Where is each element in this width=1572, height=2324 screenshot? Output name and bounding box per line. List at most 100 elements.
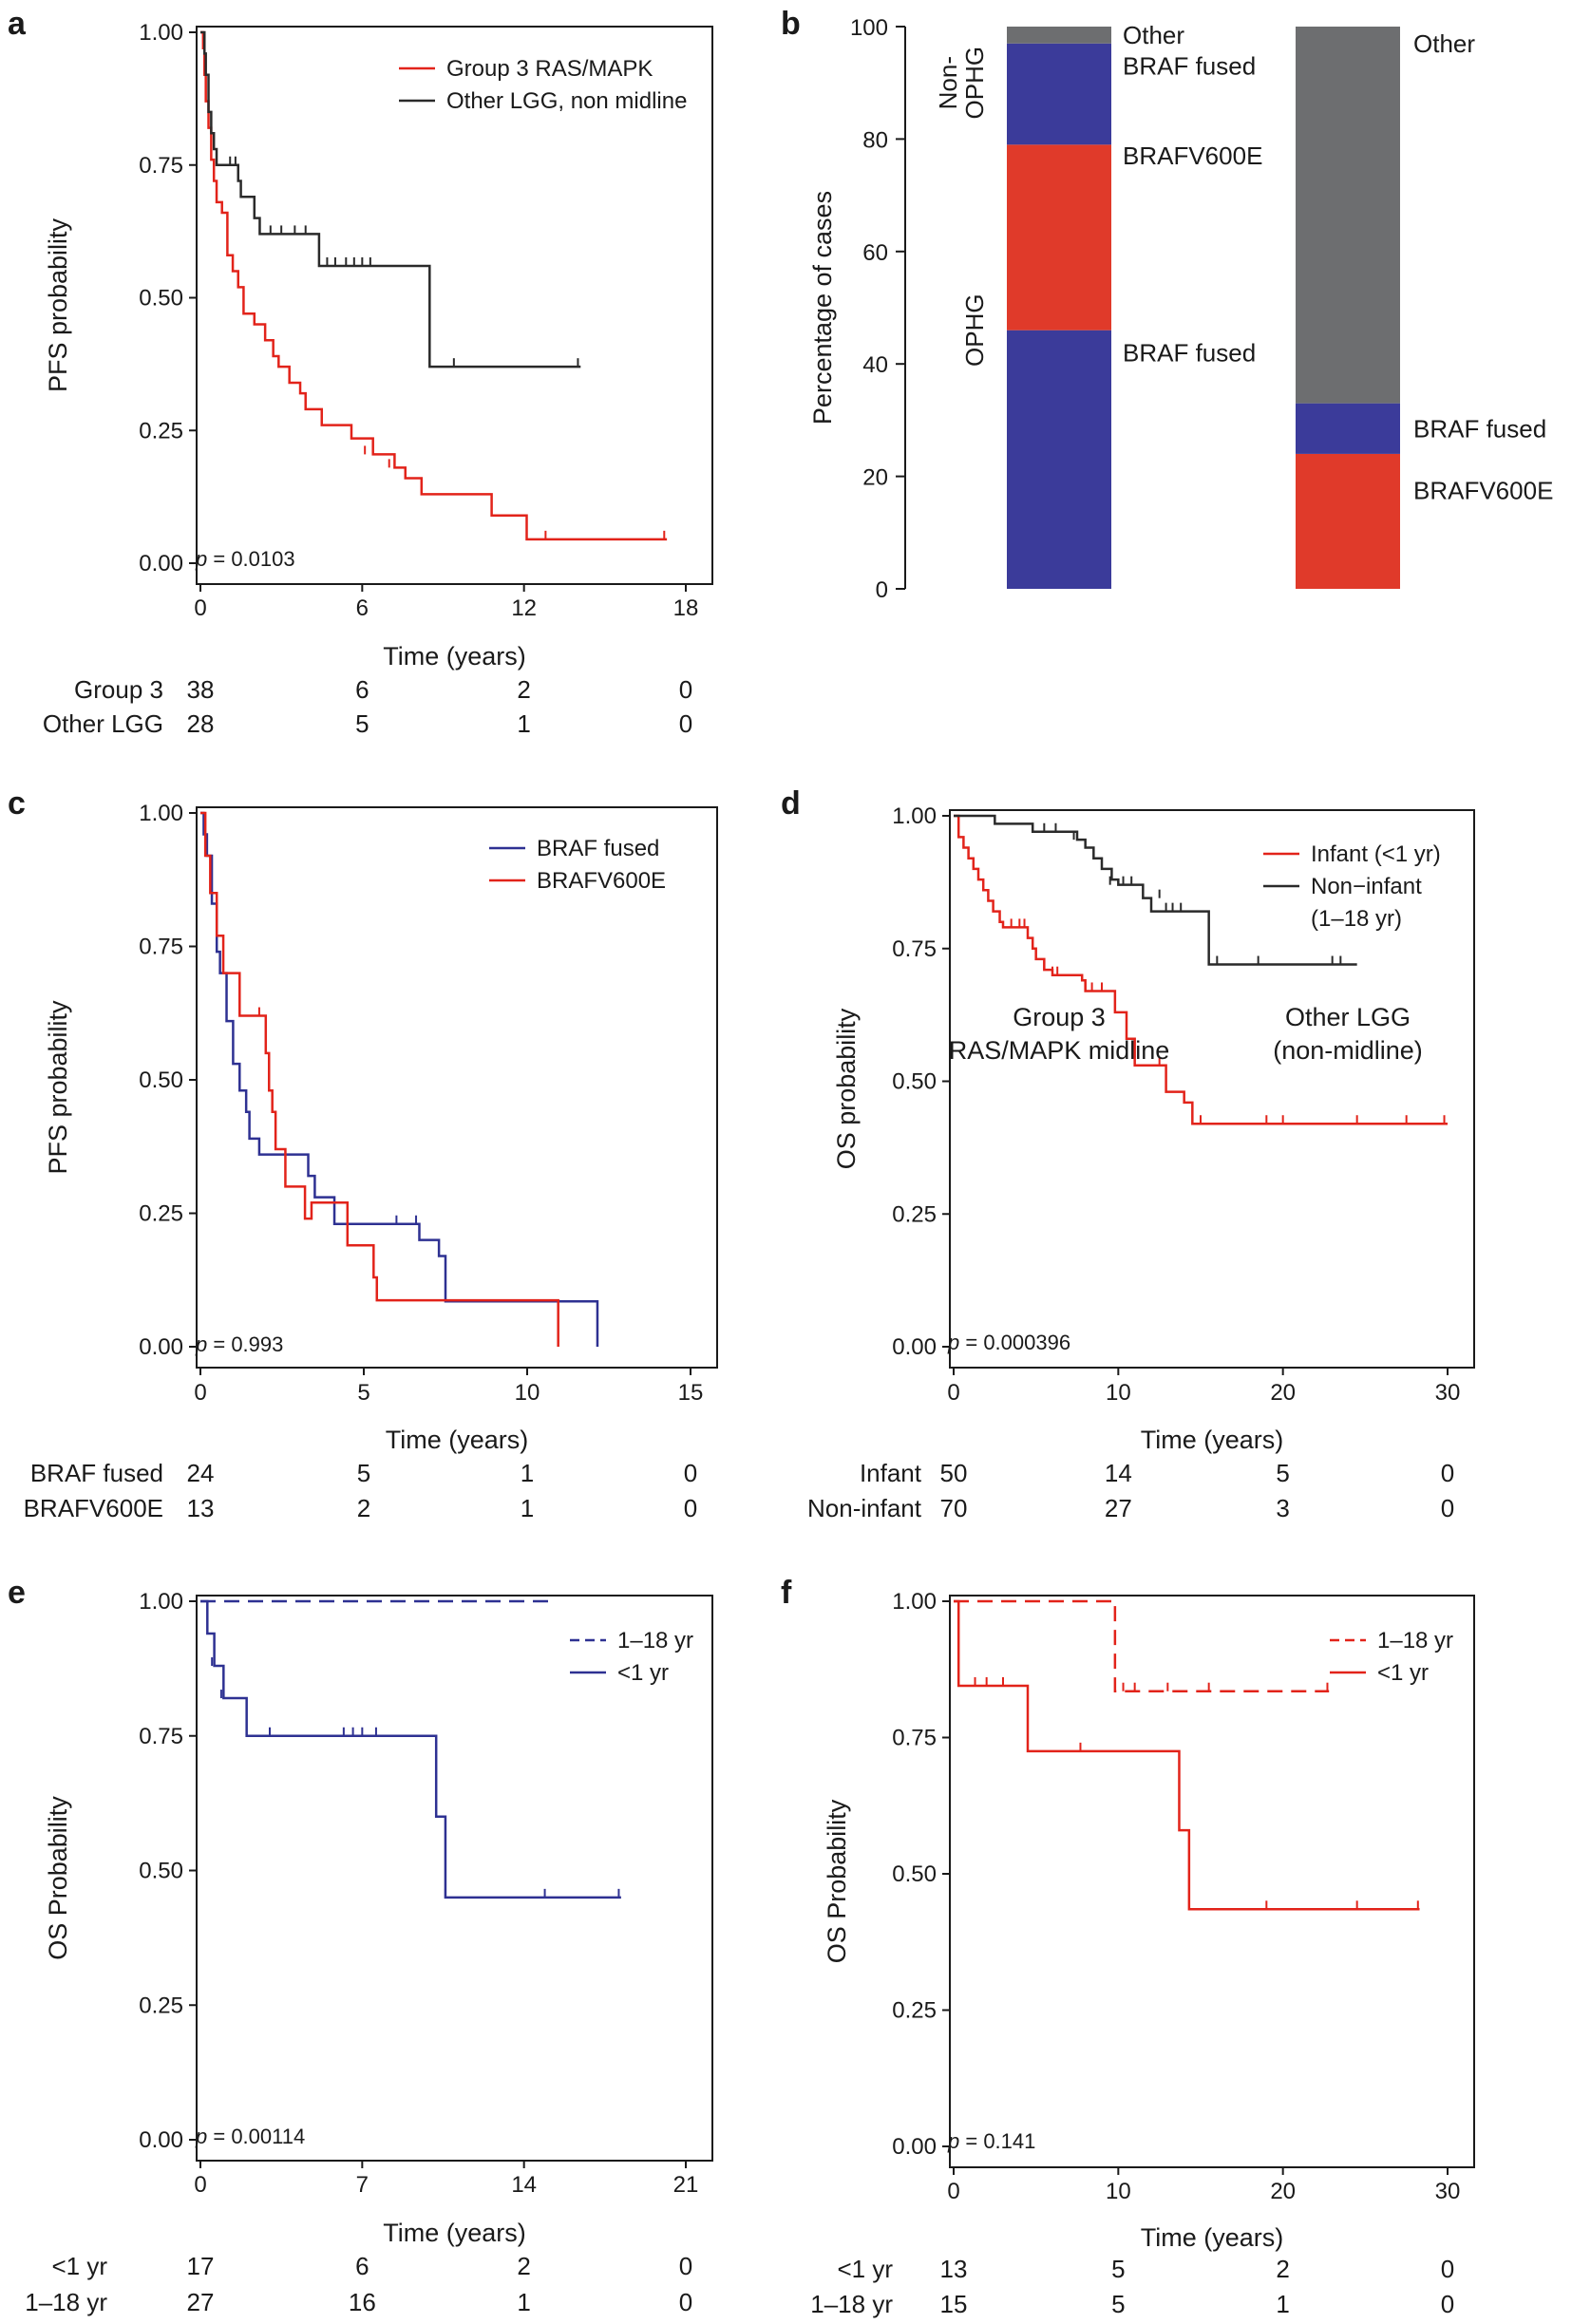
risk-count: 0: [1441, 1494, 1454, 1522]
category-label: Group 3: [1013, 1003, 1106, 1031]
y-tick-label: 0.75: [892, 1726, 937, 1751]
legend: 1–18 yr <1 yr: [570, 1628, 693, 1686]
p-value: p = 0.993: [195, 1332, 283, 1356]
risk-row-label: <1 yr: [51, 2252, 107, 2280]
risk-count: 0: [679, 2288, 692, 2316]
bar-segment-label: BRAFV600E: [1413, 476, 1553, 504]
y-axis-title: PFS probability: [44, 1000, 72, 1175]
risk-count: 5: [357, 1459, 370, 1487]
y-tick-label: 0.00: [139, 551, 183, 576]
panel-letter: f: [781, 1575, 792, 1611]
risk-row-label: Infant: [860, 1459, 922, 1487]
y-tick-label: 1.00: [139, 20, 183, 46]
bar-segment: [1296, 27, 1400, 404]
risk-row-label: <1 yr: [837, 2255, 893, 2283]
legend: 1–18 yr <1 yr: [1330, 1628, 1453, 1686]
y-tick-label: 0.50: [139, 1859, 183, 1884]
risk-row-label: Non-infant: [807, 1494, 922, 1522]
legend-label: 1–18 yr: [1377, 1628, 1453, 1653]
risk-count: 0: [679, 709, 692, 738]
x-tick-label: 0: [194, 595, 206, 621]
legend-label: <1 yr: [1377, 1660, 1429, 1686]
panel-letter: e: [8, 1575, 26, 1611]
bar-segment-label: Other: [1123, 21, 1184, 49]
risk-count: 5: [1276, 1459, 1289, 1487]
risk-row-label: BRAF fused: [30, 1459, 163, 1487]
legend: Group 3 RAS/MAPK Other LGG, non midline: [399, 56, 687, 114]
y-tick-label: 1.00: [892, 1589, 937, 1615]
legend-label: Infant (<1 yr): [1311, 841, 1441, 867]
y-tick-label: 0.00: [892, 1334, 937, 1360]
risk-count: 0: [679, 675, 692, 704]
x-tick-label: 10: [1106, 2179, 1131, 2204]
y-tick-label: 0.25: [892, 1201, 937, 1227]
x-axis-title: Time (years): [383, 2219, 526, 2247]
x-tick-label: 0: [194, 2172, 206, 2198]
x-tick-label: 6: [356, 595, 369, 621]
risk-count: 13: [187, 1494, 215, 1522]
km-curve-2: [200, 1599, 621, 1899]
x-tick-label: 30: [1435, 1380, 1461, 1406]
panel-letter: d: [781, 785, 801, 822]
risk-count: 5: [1111, 2290, 1125, 2318]
category-label: Other LGG: [1285, 1003, 1411, 1031]
km-curve-1: [954, 814, 1448, 1125]
x-axis-title: Time (years): [386, 1426, 529, 1454]
y-tick-label: 0.50: [892, 1069, 937, 1095]
x-tick-label: 0: [947, 1380, 959, 1406]
p-value-number: = 0.993: [207, 1332, 283, 1356]
y-tick-label: 1.00: [139, 801, 183, 826]
p-value: p = 0.000396: [947, 1331, 1070, 1354]
y-tick-label: 0.50: [139, 286, 183, 312]
y-tick-label: 0.75: [139, 153, 183, 179]
p-value: p = 0.0103: [195, 547, 295, 571]
risk-row-label: 1–18 yr: [25, 2288, 107, 2316]
p-value-symbol: p: [195, 1332, 207, 1356]
risk-count: 3: [1276, 1494, 1289, 1522]
legend-label: 1–18 yr: [617, 1628, 693, 1653]
y-tick-label: 1.00: [892, 803, 937, 829]
y-tick-label: 80: [862, 127, 888, 153]
p-value-number: = 0.000396: [959, 1331, 1070, 1354]
y-tick-label: 0.25: [139, 1201, 183, 1227]
y-tick-label: 0.00: [139, 1334, 183, 1360]
risk-count: 17: [187, 2252, 215, 2280]
risk-count: 1: [521, 1459, 534, 1487]
bracket-label: Non-: [934, 56, 962, 109]
km-curve-2: [200, 811, 559, 1347]
p-value: p = 0.141: [947, 2129, 1035, 2153]
risk-count: 5: [355, 709, 369, 738]
p-value: p = 0.00114: [195, 2125, 305, 2148]
x-tick-label: 10: [1106, 1380, 1131, 1406]
risk-count: 15: [940, 2290, 968, 2318]
legend-label: BRAFV600E: [537, 868, 666, 894]
km-curve-1: [954, 1599, 1330, 1692]
risk-count: 0: [679, 2252, 692, 2280]
risk-count: 2: [517, 675, 530, 704]
x-axis-title: Time (years): [1141, 1426, 1284, 1454]
legend: Infant (<1 yr) Non−infant (1–18 yr): [1263, 841, 1441, 932]
risk-row-label: 1–18 yr: [810, 2290, 893, 2318]
y-tick-label: 0: [876, 577, 888, 603]
x-tick-label: 7: [356, 2172, 369, 2198]
p-value-number: = 0.0103: [207, 547, 294, 571]
y-tick-label: 100: [850, 15, 888, 41]
risk-row-label: Group 3: [74, 675, 163, 704]
category-label-line2: (non-midline): [1273, 1036, 1423, 1065]
y-tick-label: 60: [862, 240, 888, 266]
legend-label: Non−infant: [1311, 874, 1422, 899]
km-curve-1: [200, 811, 599, 1347]
bar-segment-label: BRAF fused: [1123, 51, 1256, 80]
plot-frame: [196, 806, 718, 1369]
km-curve-2: [954, 1599, 1420, 1911]
risk-count: 1: [517, 709, 530, 738]
y-tick-label: 0.00: [139, 2127, 183, 2153]
x-tick-label: 15: [678, 1380, 704, 1406]
y-tick-label: 0.50: [139, 1068, 183, 1093]
